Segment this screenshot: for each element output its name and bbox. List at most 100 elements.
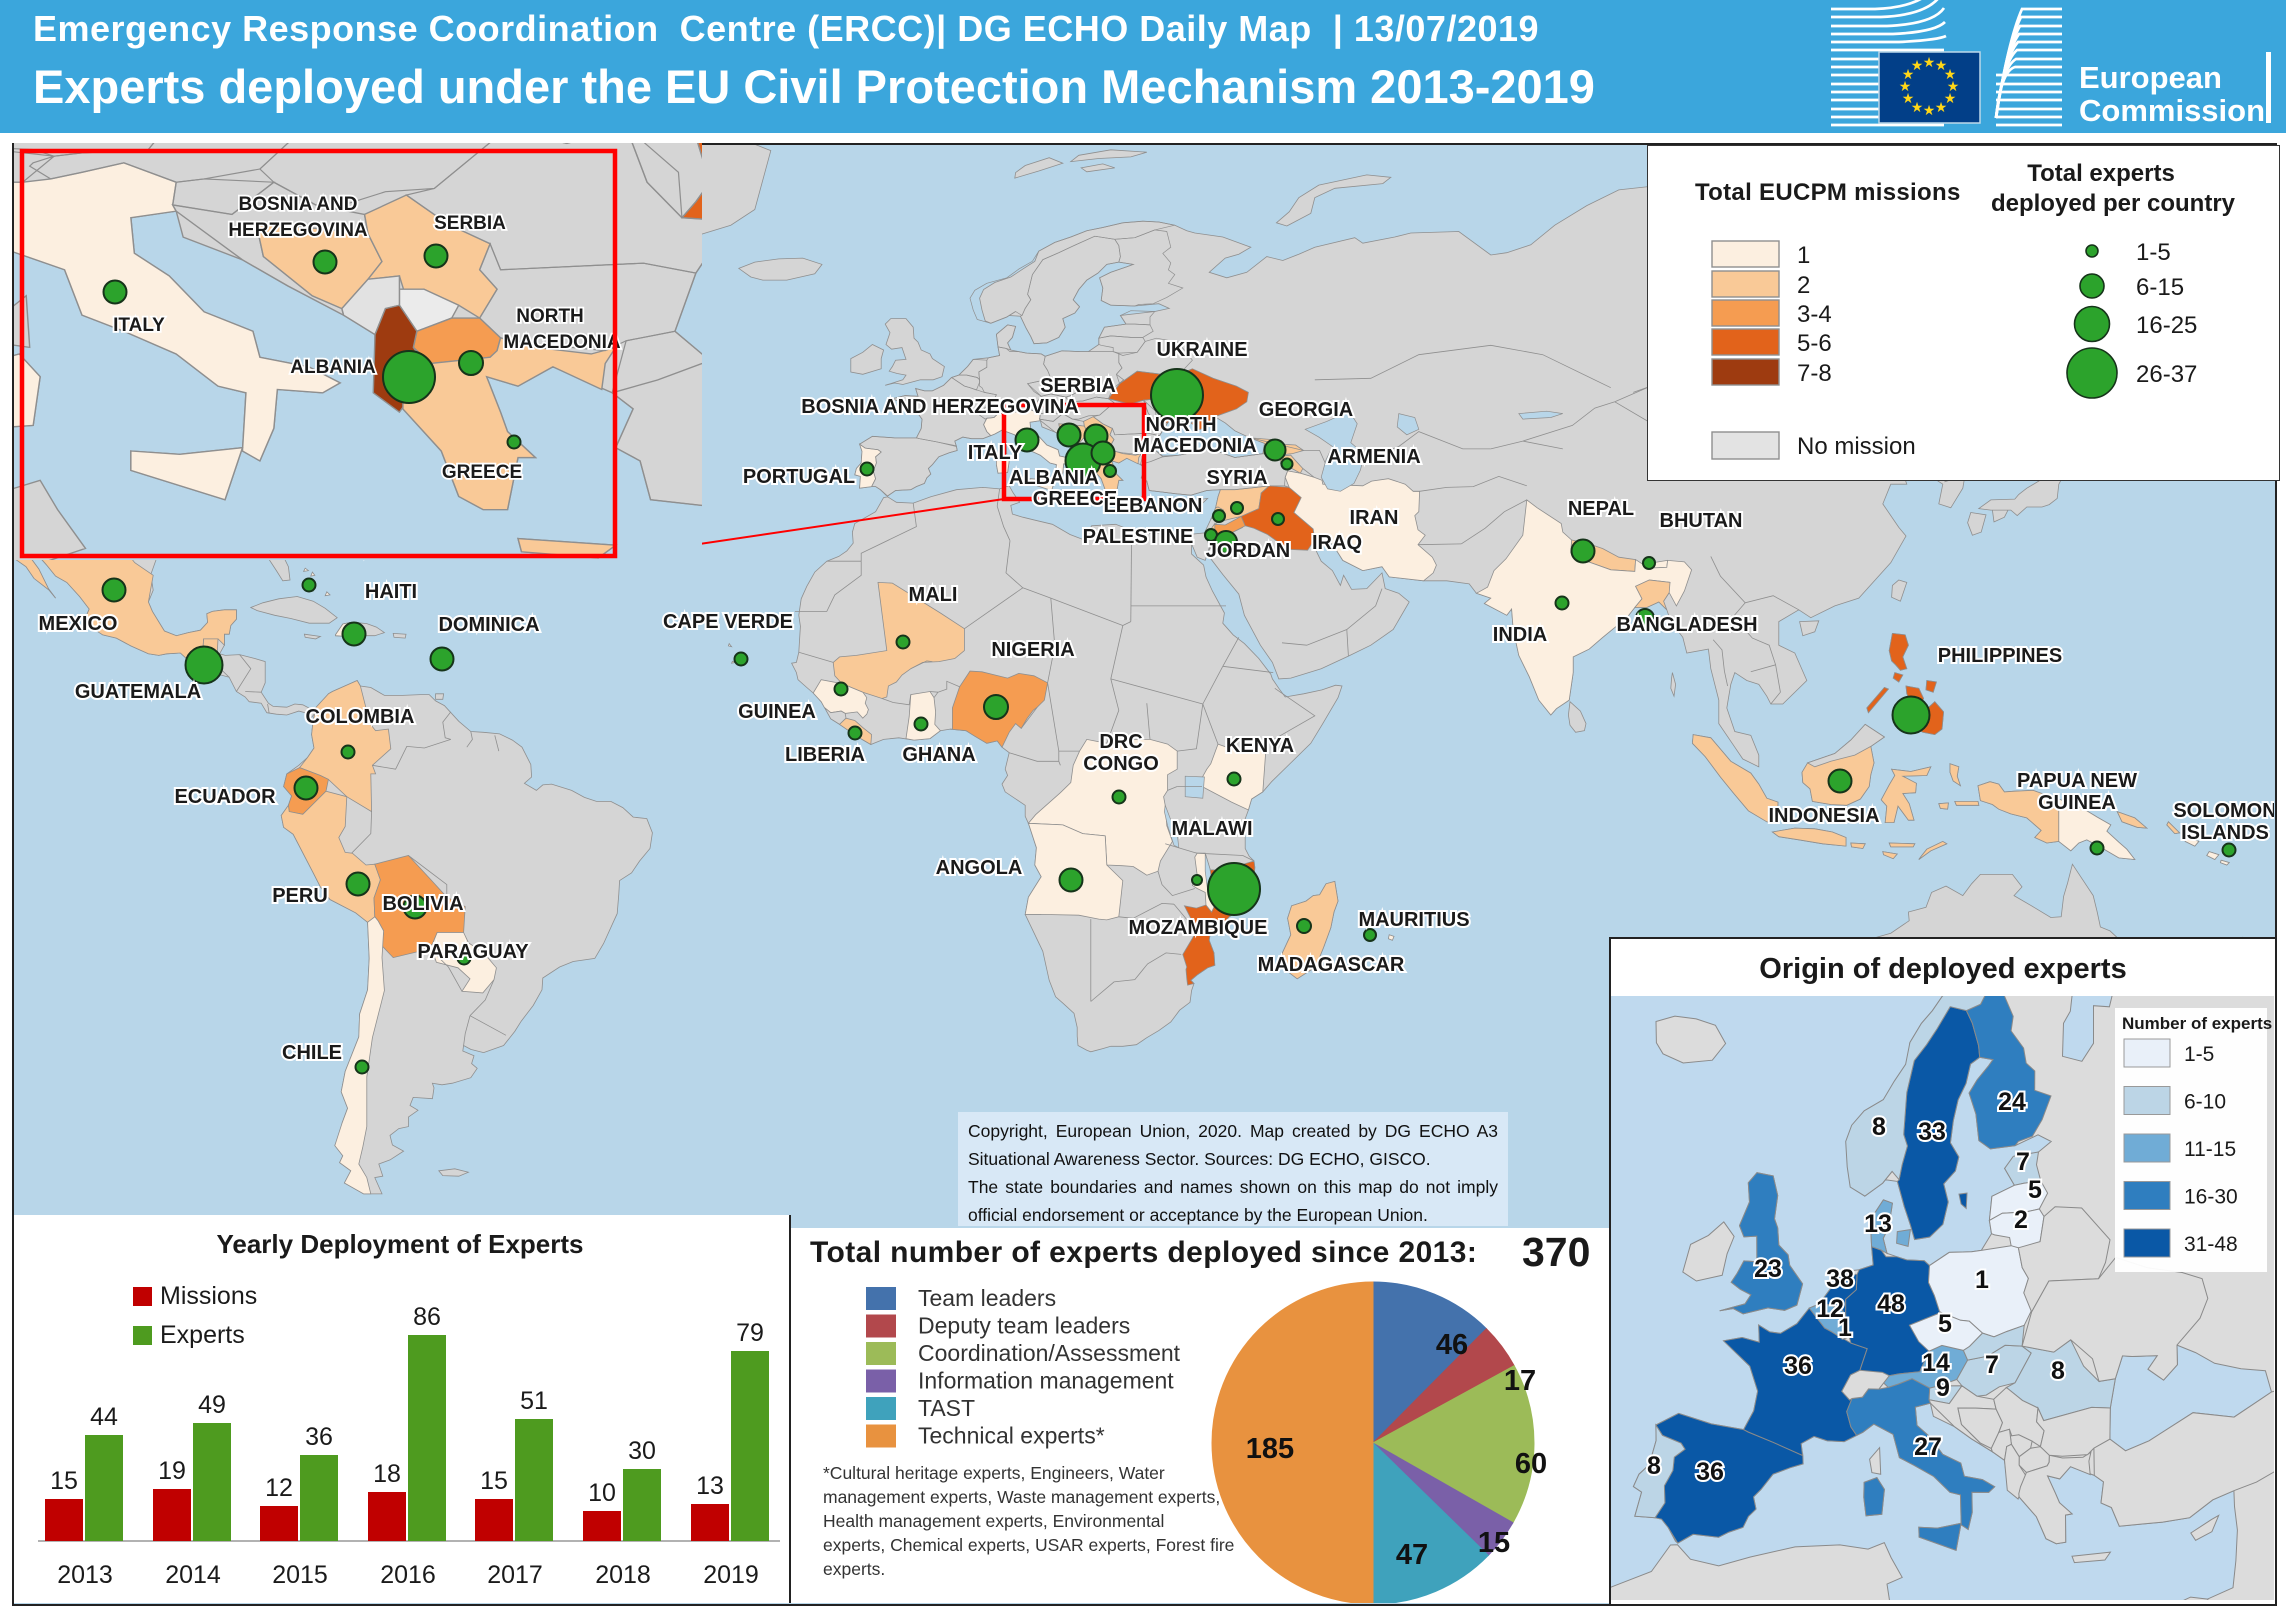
svg-text:51: 51	[520, 1387, 548, 1415]
svg-text:SYRIA: SYRIA	[1206, 467, 1267, 489]
svg-text:6-10: 6-10	[2184, 1091, 2226, 1114]
svg-text:MALAWI: MALAWI	[1171, 818, 1252, 840]
svg-text:ARMENIA: ARMENIA	[1327, 446, 1420, 468]
svg-text:TAST: TAST	[918, 1395, 975, 1421]
svg-text:NORTH: NORTH	[1145, 414, 1216, 436]
svg-text:PHILIPPINES: PHILIPPINES	[1938, 645, 2062, 667]
svg-text:MACEDONIA: MACEDONIA	[1133, 435, 1256, 457]
svg-text:★: ★	[1911, 57, 1924, 73]
svg-text:ITALY: ITALY	[968, 442, 1023, 464]
svg-text:Health management experts, Env: Health management experts, Environmental	[823, 1511, 1164, 1531]
svg-text:7: 7	[1985, 1351, 1999, 1379]
svg-text:★: ★	[1923, 54, 1936, 70]
svg-text:36: 36	[305, 1423, 333, 1451]
svg-text:9: 9	[1936, 1374, 1950, 1402]
svg-text:ALBANIA: ALBANIA	[290, 357, 376, 378]
svg-text:1: 1	[1975, 1266, 1989, 1294]
svg-text:31-48: 31-48	[2184, 1233, 2238, 1256]
svg-text:SERBIA: SERBIA	[1040, 375, 1116, 397]
svg-text:Number of experts: Number of experts	[2122, 1014, 2272, 1033]
svg-text:2: 2	[2014, 1206, 2028, 1234]
svg-text:GHANA: GHANA	[902, 744, 975, 766]
svg-text:SERBIA: SERBIA	[434, 213, 506, 234]
svg-text:No mission: No mission	[1797, 433, 1916, 460]
svg-text:MAURITIUS: MAURITIUS	[1358, 909, 1469, 931]
svg-text:MACEDONIA: MACEDONIA	[503, 332, 620, 353]
svg-text:DOMINICA: DOMINICA	[438, 614, 539, 636]
svg-text:PERU: PERU	[272, 885, 328, 907]
svg-text:33: 33	[1918, 1118, 1946, 1146]
svg-text:*Cultural heritage experts, En: *Cultural heritage experts, Engineers, W…	[823, 1463, 1165, 1483]
svg-text:8: 8	[1872, 1113, 1886, 1141]
svg-text:7-8: 7-8	[1797, 360, 1832, 387]
svg-text:15: 15	[50, 1467, 78, 1495]
svg-text:JORDAN: JORDAN	[1206, 540, 1290, 562]
svg-text:14: 14	[1922, 1349, 1950, 1377]
svg-text:26-37: 26-37	[2136, 361, 2197, 388]
svg-text:IRAN: IRAN	[1350, 507, 1399, 529]
svg-text:18: 18	[373, 1460, 401, 1488]
svg-text:Total experts: Total experts	[2027, 160, 2175, 187]
svg-text:experts, Chemical experts, USA: experts, Chemical experts, USAR experts,…	[823, 1535, 1234, 1555]
svg-text:13: 13	[696, 1472, 724, 1500]
svg-text:PORTUGAL: PORTUGAL	[743, 466, 855, 488]
svg-text:44: 44	[90, 1403, 118, 1431]
svg-text:46: 46	[1436, 1329, 1468, 1361]
svg-text:5-6: 5-6	[1797, 330, 1832, 357]
svg-text:European: European	[2079, 60, 2222, 95]
svg-text:16-30: 16-30	[2184, 1186, 2238, 1209]
svg-text:★: ★	[1902, 66, 1915, 82]
svg-text:Team leaders: Team leaders	[918, 1285, 1056, 1311]
svg-text:10: 10	[588, 1479, 616, 1507]
svg-text:19: 19	[158, 1457, 186, 1485]
svg-text:370: 370	[1522, 1229, 1590, 1275]
svg-text:★: ★	[1923, 102, 1936, 118]
svg-text:24: 24	[1998, 1088, 2026, 1116]
svg-text:1-5: 1-5	[2136, 239, 2171, 266]
svg-text:PAPUA NEW: PAPUA NEW	[2017, 770, 2137, 792]
svg-text:MALI: MALI	[909, 584, 958, 606]
svg-text:49: 49	[198, 1391, 226, 1419]
svg-text:Total EUCPM missions: Total EUCPM missions	[1695, 179, 1961, 206]
svg-text:LEBANON: LEBANON	[1104, 495, 1203, 517]
svg-text:60: 60	[1515, 1448, 1547, 1480]
svg-text:★: ★	[1902, 90, 1915, 106]
svg-text:CONGO: CONGO	[1083, 753, 1159, 775]
svg-text:17: 17	[1504, 1365, 1536, 1397]
svg-text:DRC: DRC	[1099, 731, 1142, 753]
svg-text:1: 1	[1838, 1314, 1852, 1342]
svg-text:2: 2	[1797, 272, 1810, 299]
svg-text:NORTH: NORTH	[516, 306, 584, 327]
svg-text:GREECE: GREECE	[1033, 488, 1117, 510]
svg-text:GEORGIA: GEORGIA	[1259, 399, 1353, 421]
svg-text:GREECE: GREECE	[442, 462, 522, 483]
svg-text:2017: 2017	[487, 1561, 543, 1589]
svg-text:23: 23	[1754, 1255, 1782, 1283]
svg-text:★: ★	[1935, 99, 1948, 115]
svg-text:8: 8	[1647, 1452, 1661, 1480]
svg-text:12: 12	[265, 1474, 293, 1502]
svg-text:5: 5	[1938, 1310, 1952, 1338]
svg-text:2014: 2014	[165, 1561, 221, 1589]
svg-text:ITALY: ITALY	[113, 315, 165, 336]
svg-text:16-25: 16-25	[2136, 312, 2197, 339]
svg-text:★: ★	[1947, 78, 1960, 94]
svg-text:LIBERIA: LIBERIA	[785, 744, 865, 766]
svg-text:GUINEA: GUINEA	[2038, 792, 2116, 814]
svg-text:Experts: Experts	[160, 1321, 245, 1349]
svg-text:HERZEGOVINA: HERZEGOVINA	[228, 220, 368, 241]
svg-text:NIGERIA: NIGERIA	[991, 639, 1074, 661]
svg-text:PARAGUAY: PARAGUAY	[417, 941, 529, 963]
svg-text:INDONESIA: INDONESIA	[1768, 805, 1879, 827]
svg-text:15: 15	[480, 1467, 508, 1495]
svg-text:2013: 2013	[57, 1561, 113, 1589]
svg-text:IRAQ: IRAQ	[1312, 532, 1362, 554]
svg-text:8: 8	[2051, 1357, 2065, 1385]
svg-text:KENYA: KENYA	[1226, 735, 1294, 757]
svg-text:BOSNIA AND HERZEGOVINA: BOSNIA AND HERZEGOVINA	[801, 396, 1078, 418]
svg-text:★: ★	[1899, 78, 1912, 94]
svg-text:1-5: 1-5	[2184, 1043, 2214, 1066]
svg-text:HAITI: HAITI	[365, 581, 417, 603]
svg-text:ISLANDS: ISLANDS	[2181, 822, 2269, 844]
svg-text:Deputy team leaders: Deputy team leaders	[918, 1313, 1130, 1339]
